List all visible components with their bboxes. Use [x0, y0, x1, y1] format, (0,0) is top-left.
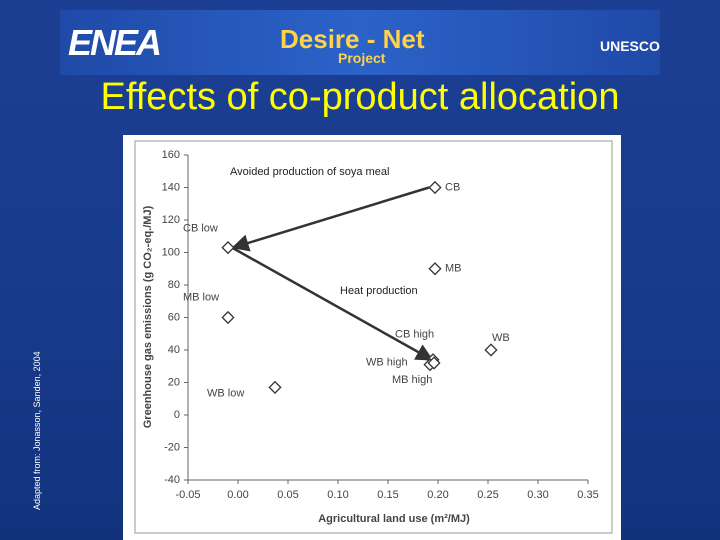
- point-label: MB: [445, 263, 462, 275]
- y-axis-label: Greenhouse gas emissions (g CO₂-eq./MJ): [142, 205, 154, 428]
- y-tick-label: 100: [162, 246, 180, 258]
- x-tick-label: 0.00: [227, 489, 248, 501]
- x-tick-label: 0.10: [327, 489, 348, 501]
- point-label: MB high: [392, 374, 432, 386]
- x-tick-label: 0.20: [427, 489, 448, 501]
- point: [268, 380, 282, 394]
- y-tick-label: -20: [164, 441, 180, 453]
- chart-frame: [134, 140, 613, 534]
- y-tick-label: 60: [168, 311, 180, 323]
- point: [427, 356, 441, 370]
- annotation: Heat production: [340, 285, 460, 297]
- logo: ENEA: [68, 22, 162, 63]
- annotation-arrow: [231, 246, 434, 361]
- y-tick-label: 80: [168, 279, 180, 291]
- y-tick-label: -40: [164, 474, 180, 486]
- point: [428, 262, 442, 276]
- project-name: Desire - Net: [280, 24, 425, 54]
- partner-logo: UNESCO: [600, 38, 660, 54]
- point-label: CB high: [395, 329, 434, 341]
- y-tick-label: 20: [168, 376, 180, 388]
- y-tick-label: 160: [162, 149, 180, 161]
- x-axis-label: Agricultural land use (m²/MJ): [318, 513, 470, 525]
- x-tick-label: 0.25: [477, 489, 498, 501]
- annotation: Avoided production of soya meal: [230, 166, 400, 178]
- x-tick-label: 0.35: [577, 489, 598, 501]
- point-label: WB high: [366, 357, 408, 369]
- x-tick-label: 0.05: [277, 489, 298, 501]
- slide-title: Effects of co-product allocation: [100, 76, 620, 118]
- point: [484, 343, 498, 357]
- point-label: CB: [445, 181, 460, 193]
- x-tick-label: -0.05: [175, 489, 200, 501]
- point-label: WB low: [207, 387, 244, 399]
- y-tick-label: 140: [162, 181, 180, 193]
- point: [428, 180, 442, 195]
- annotation-arrow: [231, 186, 430, 252]
- y-tick-label: 40: [168, 344, 180, 356]
- point-label: WB: [492, 332, 510, 344]
- project-subtitle: Project: [338, 50, 386, 66]
- x-tick-label: 0.15: [377, 489, 398, 501]
- x-tick-label: 0.30: [527, 489, 548, 501]
- point-label: MB low: [183, 291, 219, 303]
- point: [221, 310, 235, 325]
- y-tick-label: 0: [174, 409, 180, 421]
- banner: ENEA Desire - Net Project UNESCO: [60, 10, 660, 75]
- chart-background: [123, 135, 621, 540]
- y-tick-label: 120: [162, 214, 180, 226]
- point-label: CB low: [183, 223, 218, 235]
- point: [221, 241, 235, 255]
